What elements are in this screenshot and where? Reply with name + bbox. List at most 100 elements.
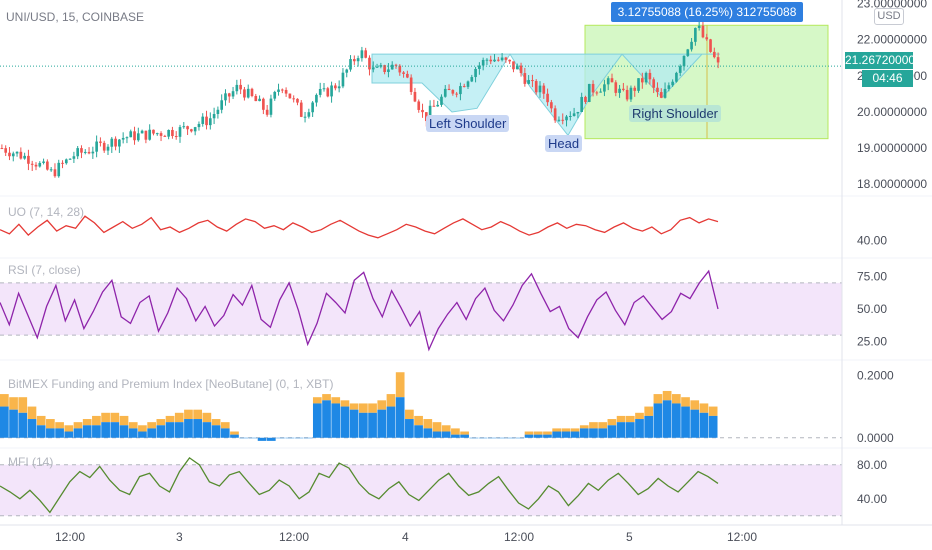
currency-badge[interactable]: USD xyxy=(874,8,904,25)
bitmex-funding-bar xyxy=(220,428,230,438)
candle-body xyxy=(406,73,409,78)
bitmex-premium-bar xyxy=(543,431,552,435)
bitmex-premium-bar xyxy=(331,397,341,404)
head-shoulders-pattern xyxy=(371,53,720,137)
candle-body xyxy=(205,116,208,126)
bitmex-funding-bar xyxy=(478,437,488,439)
candle-body xyxy=(273,91,277,99)
candle-body xyxy=(121,137,125,140)
bitmex-premium-bar xyxy=(202,412,212,423)
candle-body xyxy=(72,156,76,159)
candle-body xyxy=(110,138,114,147)
bitmex-funding-bar xyxy=(570,431,580,438)
bitmex-premium-bar xyxy=(579,425,589,429)
candle-body xyxy=(451,90,455,94)
bitmex-funding-bar xyxy=(138,431,147,438)
bitmex-funding-bar xyxy=(276,437,285,439)
candle-body xyxy=(178,127,182,137)
candle-body xyxy=(288,93,292,99)
candle-body xyxy=(8,152,11,157)
mfi-y-tick: 40.00 xyxy=(857,492,887,506)
candle-body xyxy=(603,84,606,92)
candle-body xyxy=(292,98,296,100)
candle-body xyxy=(587,83,591,102)
bitmex-funding-bar xyxy=(405,419,414,438)
mfi-band xyxy=(0,464,842,516)
bitmex-funding-bar xyxy=(607,425,617,438)
bitmex-premium-bar xyxy=(662,390,672,401)
candle-body xyxy=(83,151,87,153)
candle-body xyxy=(42,161,45,163)
candle-body xyxy=(140,130,144,134)
candle-body xyxy=(428,105,432,122)
candle-body xyxy=(87,151,91,154)
bitmex-premium-bar xyxy=(312,397,322,404)
bitmex-premium-bar xyxy=(671,394,681,404)
candle-body xyxy=(489,59,493,62)
bitmex-premium-bar xyxy=(561,428,571,432)
bitmex-premium-bar xyxy=(552,428,562,432)
candle-body xyxy=(231,91,235,97)
candle-body xyxy=(493,59,496,62)
bitmex-premium-bar xyxy=(414,415,423,426)
bitmex-premium-bar xyxy=(653,394,663,404)
bitmex-premium-bar xyxy=(625,415,635,423)
bitmex-funding-bar xyxy=(340,406,350,438)
candle-body xyxy=(322,88,326,90)
x-tick-4: 12:00 xyxy=(504,530,535,544)
countdown-label: 04:46 xyxy=(862,70,913,87)
candle-body xyxy=(148,129,152,140)
candle-body xyxy=(337,86,341,89)
candle-body xyxy=(76,148,80,157)
candle-body xyxy=(193,127,197,132)
candle-body xyxy=(527,80,530,84)
candle-body xyxy=(481,59,485,66)
bitmex-funding-bar xyxy=(92,425,101,438)
candle-body xyxy=(542,85,546,94)
candle-body xyxy=(57,162,61,177)
bitmex-funding-bar xyxy=(579,428,589,438)
bitmex-premium-bar xyxy=(340,400,350,407)
bitmex-funding-bar xyxy=(690,409,700,438)
bitmex-funding-bar xyxy=(432,431,442,438)
bitmex-funding-bar xyxy=(193,419,203,438)
candle-body xyxy=(379,65,383,67)
candle-body xyxy=(352,59,356,62)
candle-body xyxy=(580,96,584,112)
candle-body xyxy=(356,58,360,62)
bitmex-premium-bar xyxy=(460,431,469,435)
candle-body xyxy=(91,151,95,154)
bitmex-premium-bar xyxy=(73,422,83,429)
bitmex-funding-bar xyxy=(469,437,479,439)
candle-body xyxy=(387,69,390,72)
bitmex-premium-bar xyxy=(644,406,654,416)
bitmex-funding-bar xyxy=(285,437,295,439)
bitmex-funding-bar xyxy=(82,425,92,438)
left-shoulder-label: Left Shoulder xyxy=(426,115,510,132)
candle-body xyxy=(235,84,239,92)
bitmex-premium-bar xyxy=(46,419,55,429)
bitmex-funding-bar xyxy=(331,403,341,438)
candle-body xyxy=(129,131,133,138)
candle-body xyxy=(644,72,648,83)
candle-body xyxy=(299,102,303,117)
bitmex-y-tick: 0.0000 xyxy=(857,431,894,445)
bitmex-funding-bar xyxy=(368,412,377,438)
candle-body xyxy=(61,162,64,164)
bitmex-premium-bar xyxy=(690,400,700,410)
candle-body xyxy=(622,88,625,90)
bitmex-funding-bar xyxy=(9,409,18,438)
bitmex-premium-bar xyxy=(0,394,9,407)
candle-body xyxy=(436,104,440,107)
candle-body xyxy=(694,27,697,42)
candle-body xyxy=(523,73,527,84)
candle-body xyxy=(262,98,265,110)
rsi-y-tick: 25.00 xyxy=(857,335,887,349)
candle-body xyxy=(190,129,193,132)
price-y-tick: 19.00000000 xyxy=(857,141,927,155)
candle-body xyxy=(201,116,205,124)
candle-body xyxy=(553,108,557,121)
bitmex-funding-bar xyxy=(653,403,663,438)
